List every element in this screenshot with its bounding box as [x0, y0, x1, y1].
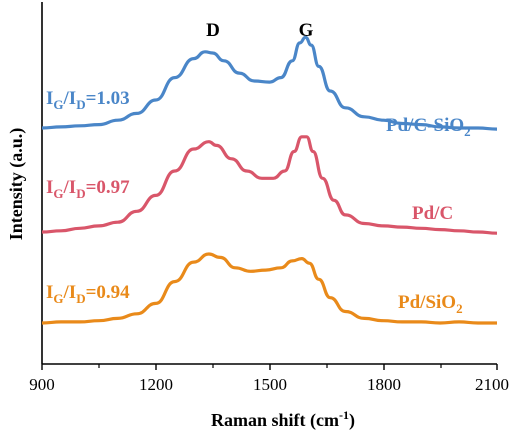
ratio-label-pd-sio2: IG/ID=0.94 — [46, 282, 130, 306]
ratio-label-pd-c: IG/ID=0.97 — [46, 177, 130, 201]
x-axis-title-main: Raman shift (cm — [211, 410, 339, 431]
series-label-pd-c: Pd/C — [412, 203, 453, 224]
x-tick-label: 2100 — [475, 375, 509, 394]
x-axis-title-sup: -1 — [339, 408, 349, 422]
x-axis-title-end: ) — [349, 410, 355, 431]
series-line-pd-sio2 — [41, 252, 497, 325]
x-tick-label: 1800 — [367, 375, 401, 394]
series-label-pd-sio2: Pd/SiO2 — [398, 292, 463, 316]
x-tick-label: 900 — [29, 375, 55, 394]
y-axis-title: Intensity (a.u.) — [6, 128, 27, 241]
series-line-pd-c-sio2 — [41, 35, 498, 131]
series-group — [41, 35, 498, 325]
series-line-pd-c — [41, 135, 498, 235]
series-label-pd-c-sio2: Pd/C-SiO2 — [386, 115, 471, 139]
x-tick-label: 1200 — [139, 375, 173, 394]
ratio-label-pd-c-sio2: IG/ID=1.03 — [46, 88, 130, 112]
peak-label-g: G — [299, 20, 314, 41]
x-tick-label: 1500 — [253, 375, 287, 394]
peak-label-d: D — [206, 20, 220, 41]
x-axis-title: Raman shift (cm-1) — [211, 408, 355, 431]
